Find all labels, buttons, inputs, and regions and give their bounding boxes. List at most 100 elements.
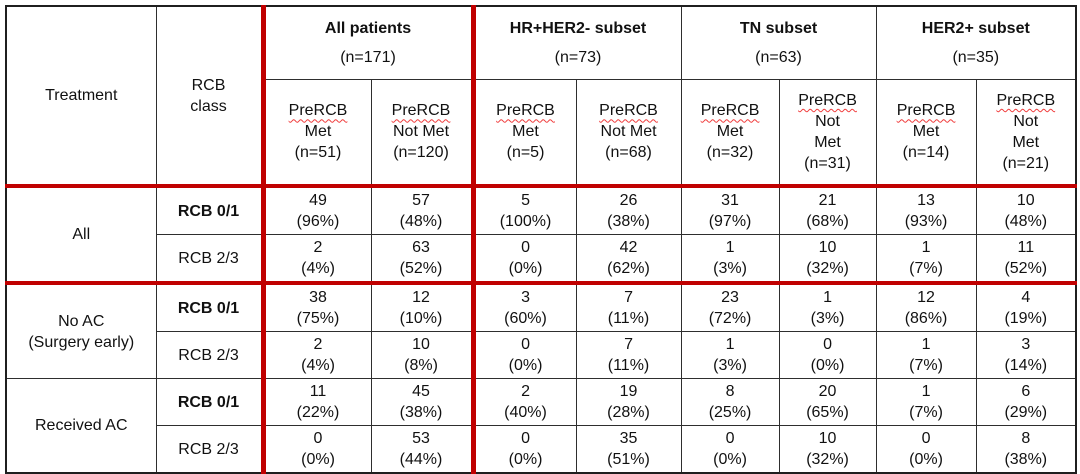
count-cell: 10 (48%): [975, 185, 1077, 235]
count-cell: 42 (62%): [575, 234, 682, 285]
count-cell: 1 (7%): [875, 331, 977, 379]
header-line: Not: [815, 112, 840, 130]
rcb-class-cell: RCB 2/3: [155, 234, 264, 285]
count-percent: (3%): [713, 357, 747, 374]
group-header-cell: TN subset (n=63): [680, 5, 877, 80]
count-cell: 2 (4%): [260, 234, 372, 285]
count-percent: (48%): [1004, 213, 1048, 230]
count-cell: 7 (11%): [575, 331, 682, 379]
header-line: (n=5): [506, 144, 545, 162]
rcb-class-cell: RCB 0/1: [155, 378, 264, 426]
header-line: PreRCB: [896, 102, 956, 120]
header-line: Met: [912, 123, 940, 141]
count-percent: (38%): [607, 213, 650, 230]
count-cell: 23 (72%): [680, 282, 780, 332]
count-cell: 10 (32%): [778, 234, 877, 285]
count-value: 10: [412, 336, 430, 353]
subheader-cell: PreRCB Met (n=5): [470, 78, 577, 188]
count-cell: 35 (51%): [575, 425, 682, 474]
count-value: 2: [313, 336, 323, 353]
count-value: 0: [521, 239, 530, 256]
count-percent: (38%): [399, 404, 443, 421]
count-value: 63: [412, 239, 430, 256]
treatment-cell: All: [5, 185, 157, 285]
count-cell: 12 (10%): [370, 282, 474, 332]
count-percent: (60%): [504, 310, 547, 327]
count-value: 42: [619, 239, 638, 256]
count-percent: (40%): [504, 404, 547, 421]
count-cell: 21 (68%): [778, 185, 877, 235]
count-percent: (3%): [713, 260, 747, 277]
group-title: HER2+ subset: [921, 19, 1030, 37]
table-page: Treatment RCB class All patients (n=171) HR+H…: [5, 5, 1078, 474]
count-value: 5: [521, 192, 530, 209]
header-line: Not Met: [600, 123, 657, 141]
count-percent: (10%): [399, 310, 443, 327]
header-group-row: Treatment RCB class All patients (n=171) HR+H…: [5, 5, 1077, 188]
header-line: Met: [814, 133, 841, 151]
header-line: PreRCB: [496, 102, 555, 120]
count-percent: (0%): [810, 357, 845, 374]
count-cell: 0 (0%): [470, 234, 577, 285]
header-line: PreRCB: [700, 102, 760, 120]
count-percent: (11%): [607, 357, 650, 374]
count-value: 21: [818, 192, 837, 209]
group-n-count: (n=73): [554, 48, 602, 66]
count-percent: (100%): [499, 213, 552, 230]
count-cell: 10 (32%): [778, 425, 877, 474]
header-line: Received AC: [35, 417, 128, 434]
count-cell: 0 (0%): [470, 425, 577, 474]
count-value: 31: [721, 192, 739, 209]
rcb-class-header-cell: RCB class: [155, 5, 264, 188]
count-cell: 1 (3%): [778, 282, 877, 332]
count-cell: 0 (0%): [778, 331, 877, 379]
header-line: (n=31): [804, 154, 851, 172]
group-n-count: (n=171): [340, 48, 396, 66]
count-value: 0: [521, 430, 530, 447]
count-percent: (8%): [404, 357, 438, 374]
count-cell: 12 (86%): [875, 282, 977, 332]
count-cell: 1 (3%): [680, 234, 780, 285]
count-percent: (68%): [806, 213, 849, 230]
count-percent: (11%): [607, 310, 650, 327]
count-value: 2: [313, 239, 323, 256]
count-cell: 13 (93%): [875, 185, 977, 235]
count-value: 10: [1016, 192, 1035, 209]
subheader-cell: PreRCB Met (n=32): [680, 78, 780, 188]
header-line: (n=120): [393, 144, 449, 162]
header-line: Not: [1013, 112, 1039, 130]
group-header-cell: HR+HER2- subset (n=73): [470, 5, 682, 80]
count-percent: (29%): [1004, 404, 1048, 421]
header-line: All: [72, 226, 91, 243]
count-cell: 63 (52%): [370, 234, 474, 285]
header-line: Met: [716, 123, 744, 141]
count-percent: (62%): [607, 260, 650, 277]
count-percent: (3%): [810, 310, 845, 327]
subheader-cell: PreRCB Met (n=51): [260, 78, 372, 188]
count-cell: 0 (0%): [260, 425, 372, 474]
table-row: RCB 2/3 0 (0%) 53 (44%) 0 (0%) 35 (51%) 0 (0%) 10 (3…: [6, 425, 1077, 474]
header-line: PreRCB: [599, 102, 658, 120]
count-cell: 0 (0%): [680, 425, 780, 474]
count-percent: (96%): [296, 213, 340, 230]
count-cell: 57 (48%): [370, 185, 474, 235]
count-percent: (65%): [806, 404, 849, 421]
header-line: (n=14): [902, 144, 950, 162]
count-cell: 8 (38%): [975, 425, 1077, 474]
count-value: 3: [1021, 336, 1031, 353]
header-line: RCB: [191, 76, 226, 94]
count-cell: 53 (44%): [370, 425, 474, 474]
count-value: 0: [313, 430, 323, 447]
count-cell: 26 (38%): [575, 185, 682, 235]
count-cell: 6 (29%): [975, 378, 1077, 426]
count-percent: (14%): [1004, 357, 1048, 374]
count-cell: 4 (19%): [975, 282, 1077, 332]
header-line: (n=21): [1002, 154, 1050, 172]
count-percent: (0%): [508, 357, 543, 374]
count-value: 38: [309, 289, 327, 306]
subheader-cell: PreRCB Not Met (n=68): [575, 78, 682, 188]
header-line: PreRCB: [391, 102, 451, 120]
count-value: 19: [619, 383, 638, 400]
subheader-cell: PreRCB Met (n=14): [875, 78, 977, 188]
count-value: 0: [725, 430, 735, 447]
